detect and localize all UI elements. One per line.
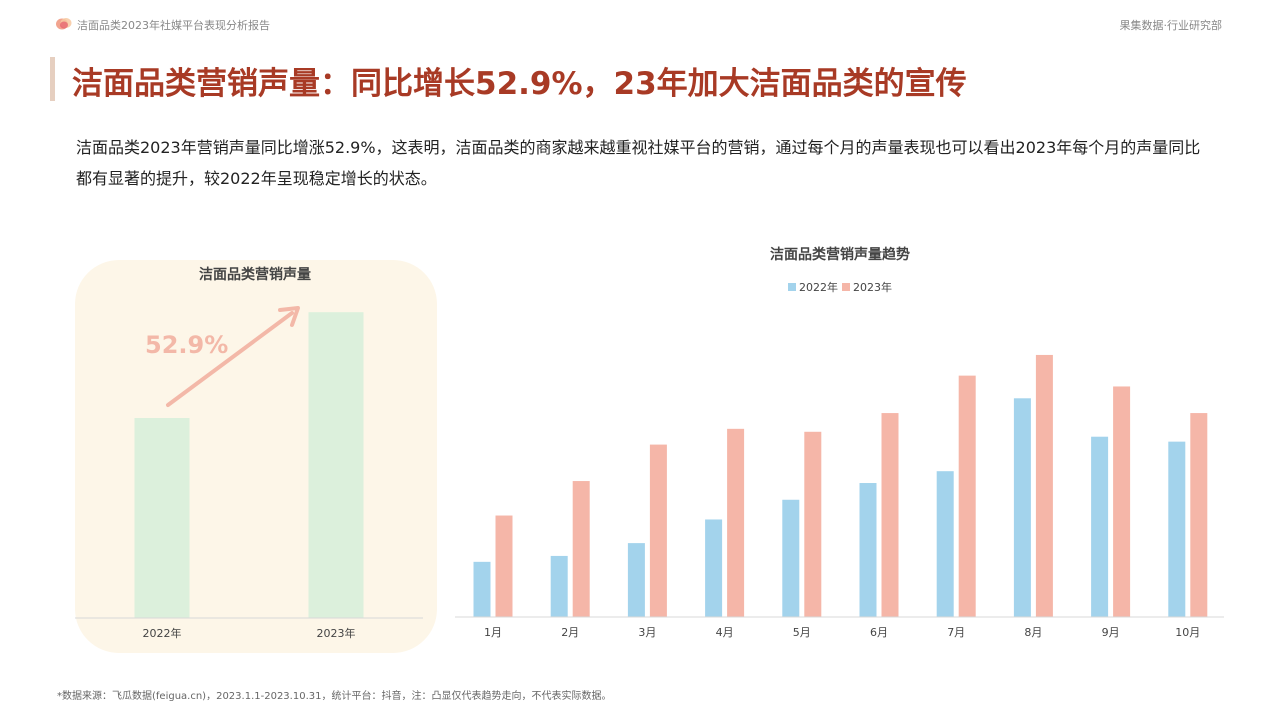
left-x-tick-label: 2022年: [143, 626, 182, 640]
right-x-tick-label: 3月: [638, 626, 656, 639]
legend-label: 2022年: [799, 280, 838, 294]
right-x-tick-label: 8月: [1024, 626, 1042, 639]
trend-bar-2022年-6月: [859, 483, 877, 617]
trend-bar-2022年-10月: [1168, 441, 1186, 617]
volume-trend-chart: 洁面品类营销声量趋势 2022年 2023年 1月 2月 3月 4月 5月 6月 7月 8月 9月…: [455, 246, 1224, 639]
right-x-tick-label: 10月: [1175, 626, 1200, 639]
report-title: 洁面品类2023年社媒平台表现分析报告: [77, 19, 270, 32]
left-chart-title: 洁面品类营销声量: [199, 266, 311, 283]
top-bar: 洁面品类2023年社媒平台表现分析报告 果集数据·行业研究部: [0, 0, 1280, 48]
growth-arrow-head: [278, 306, 300, 327]
trend-bar-2023年-8月: [1035, 354, 1053, 617]
trend-bar-2022年-7月: [936, 471, 954, 617]
right-x-tick-label: 1月: [484, 626, 502, 639]
trend-bar-2023年-6月: [881, 413, 899, 617]
trend-bar-2023年-10月: [1190, 413, 1208, 617]
trend-bar-2023年-9月: [1113, 386, 1131, 617]
legend-label: 2023年: [853, 280, 892, 294]
trend-bar-2023年-7月: [958, 375, 976, 617]
page-title: 洁面品类营销声量：同比增长52.9%，23年加大洁面品类的宣传: [72, 66, 967, 102]
trend-bar-2023年-1月: [495, 515, 513, 617]
growth-arrow: [166, 311, 294, 407]
legend-swatch: [788, 283, 796, 291]
right-x-tick-label: 2月: [561, 626, 579, 639]
trend-bar-2022年-4月: [705, 519, 723, 617]
right-x-tick-label: 4月: [716, 626, 734, 639]
chart-legend: 2022年 2023年: [788, 280, 892, 294]
org-name: 果集数据·行业研究部: [1119, 19, 1223, 32]
data-source-footnote: *数据来源：飞瓜数据(feigua.cn)，2023.1.1-2023.10.3…: [57, 691, 612, 702]
right-x-tick-label: 9月: [1102, 626, 1120, 639]
left-bar-2022年: [134, 418, 190, 618]
volume-summary-chart: 洁面品类营销声量 2022年 2023年 52.9%: [75, 266, 423, 640]
brand-logo-icon: [56, 18, 72, 30]
trend-bar-2022年-5月: [782, 499, 800, 617]
trend-bar-2023年-4月: [727, 428, 745, 617]
left-x-tick-label: 2023年: [317, 626, 356, 640]
trend-bar-2023年-5月: [804, 431, 822, 617]
trend-bar-2023年-3月: [649, 444, 667, 617]
trend-bar-2022年-8月: [1013, 398, 1031, 617]
right-x-tick-label: 7月: [947, 626, 965, 639]
growth-annotation: 52.9%: [145, 331, 228, 359]
right-x-tick-label: 5月: [793, 626, 811, 639]
headline-accent-bar: [50, 57, 55, 101]
trend-bar-2022年-1月: [473, 561, 491, 617]
trend-bar-2022年-9月: [1091, 436, 1109, 617]
right-x-tick-label: 6月: [870, 626, 888, 639]
description-text: 洁面品类2023年营销声量同比增涨52.9%，这表明，洁面品类的商家越来越重视社…: [76, 138, 1201, 188]
trend-bar-2022年-2月: [550, 555, 568, 617]
right-chart-title: 洁面品类营销声量趋势: [770, 246, 910, 263]
trend-bar-2022年-3月: [627, 543, 645, 617]
left-bar-2023年: [308, 312, 364, 618]
legend-swatch: [842, 283, 850, 291]
trend-bar-2023年-2月: [572, 481, 590, 617]
